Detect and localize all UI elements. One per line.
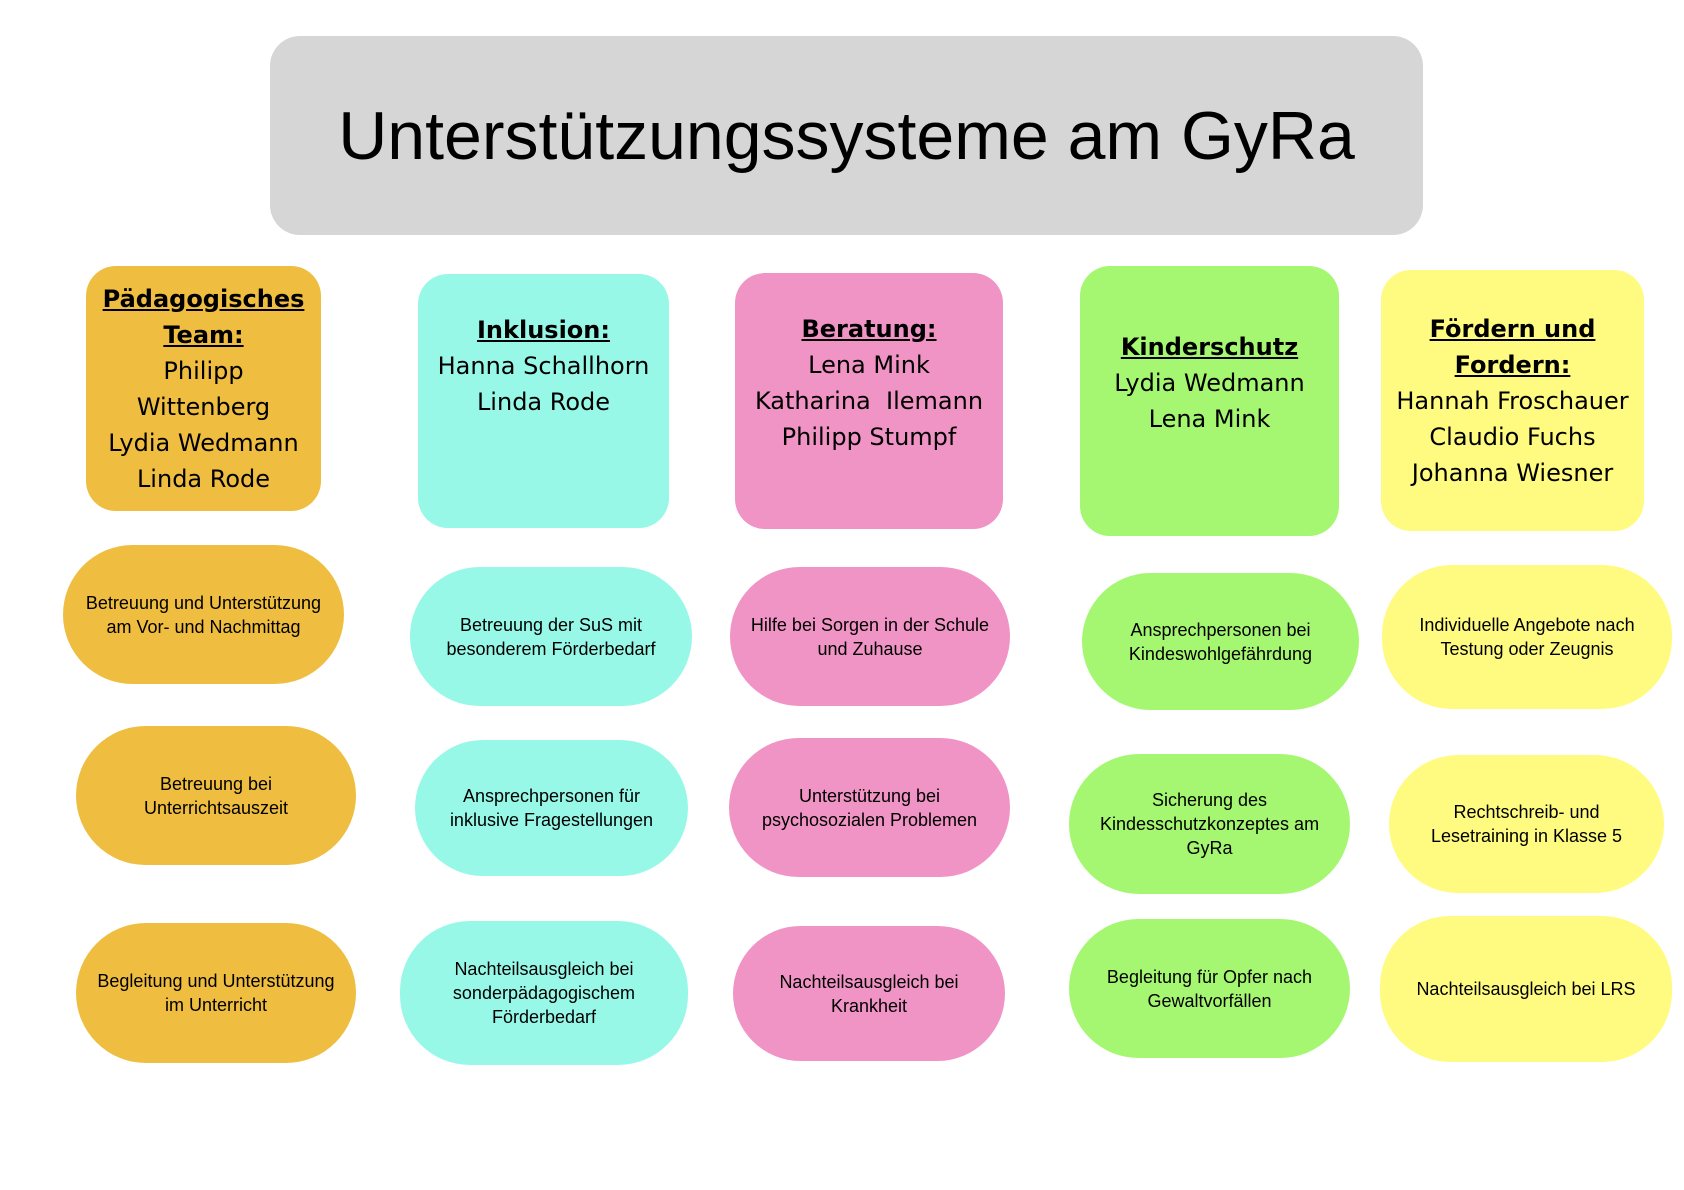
contact-name: Linda Rode (476, 388, 611, 416)
group-heading: Team: (163, 320, 244, 349)
contact-name: Philipp (163, 356, 244, 385)
contact-name: Hannah Froschauer (1396, 386, 1629, 415)
contact-name: Lena Mink (808, 351, 930, 379)
group-heading: Kinderschutz (1120, 333, 1299, 361)
service-item-kinderschutz: Sicherung des Kindesschutzkonzeptes am G… (1069, 754, 1350, 894)
service-item-paedagogisches-team: Begleitung und Unterstützung im Unterric… (76, 923, 356, 1063)
contact-name: Lena Mink (1148, 405, 1271, 433)
service-item-inklusion: Ansprechpersonen für inklusive Fragestel… (415, 740, 688, 876)
group-header-paedagogisches-team: Pädagogisches Team: Philipp Wittenberg Lydia… (86, 266, 321, 511)
contact-name: Lydia Wedmann (108, 428, 299, 457)
group-header-inklusion: Inklusion: Hanna Schallhorn Linda Rode (418, 274, 669, 528)
page-title: Unterstützungssysteme am GyRa (338, 97, 1355, 174)
service-item-paedagogisches-team: Betreuung und Unterstützung am Vor- und … (63, 545, 344, 684)
group-header-foerdern-und-fordern: Fördern und Fordern: Hannah Froschauer Clau… (1381, 270, 1644, 531)
service-item-inklusion: Betreuung der SuS mit besonderem Förderb… (410, 567, 692, 706)
service-item-foerdern-und-fordern: Individuelle Angebote nach Testung oder … (1382, 565, 1672, 709)
contact-name: Lydia Wedmann (1114, 369, 1305, 397)
contact-name: Katharina Ilemann (754, 387, 984, 415)
service-item-foerdern-und-fordern: Rechtschreib- und Lesetraining in Klasse… (1389, 755, 1664, 893)
group-header-kinderschutz: Kinderschutz Lydia Wedmann Lena Mink (1080, 266, 1339, 536)
title-box: Unterstützungssysteme am GyRa (270, 36, 1423, 235)
contact-name: Claudio Fuchs (1429, 422, 1596, 451)
service-item-beratung: Hilfe bei Sorgen in der Schule und Zuhau… (730, 567, 1010, 706)
group-heading: Fordern: (1454, 350, 1571, 379)
service-item-beratung: Unterstützung bei psychosozialen Problem… (729, 738, 1010, 877)
service-item-beratung: Nachteilsausgleich bei Krankheit (733, 926, 1005, 1061)
contact-name: Philipp Stumpf (781, 423, 957, 451)
contact-name: Hanna Schallhorn (437, 352, 650, 380)
service-item-foerdern-und-fordern: Nachteilsausgleich bei LRS (1380, 916, 1672, 1062)
group-heading: Pädagogisches (102, 284, 305, 313)
group-heading: Inklusion: (477, 316, 610, 344)
group-heading: Fördern und (1429, 314, 1596, 343)
group-heading: Beratung: (801, 315, 937, 343)
group-header-beratung: Beratung: Lena Mink Katharina Ilemann Phili… (735, 273, 1003, 529)
contact-name: Linda Rode (136, 464, 271, 493)
service-item-kinderschutz: Begleitung für Opfer nach Gewaltvorfälle… (1069, 919, 1350, 1058)
contact-name: Wittenberg (136, 392, 271, 421)
service-item-inklusion: Nachteilsausgleich bei sonderpädagogisch… (400, 921, 688, 1065)
contact-name: Johanna Wiesner (1411, 458, 1614, 487)
service-item-paedagogisches-team: Betreuung bei Unterrichtsauszeit (76, 726, 356, 865)
service-item-kinderschutz: Ansprechpersonen bei Kindeswohlgefährdun… (1082, 573, 1359, 710)
